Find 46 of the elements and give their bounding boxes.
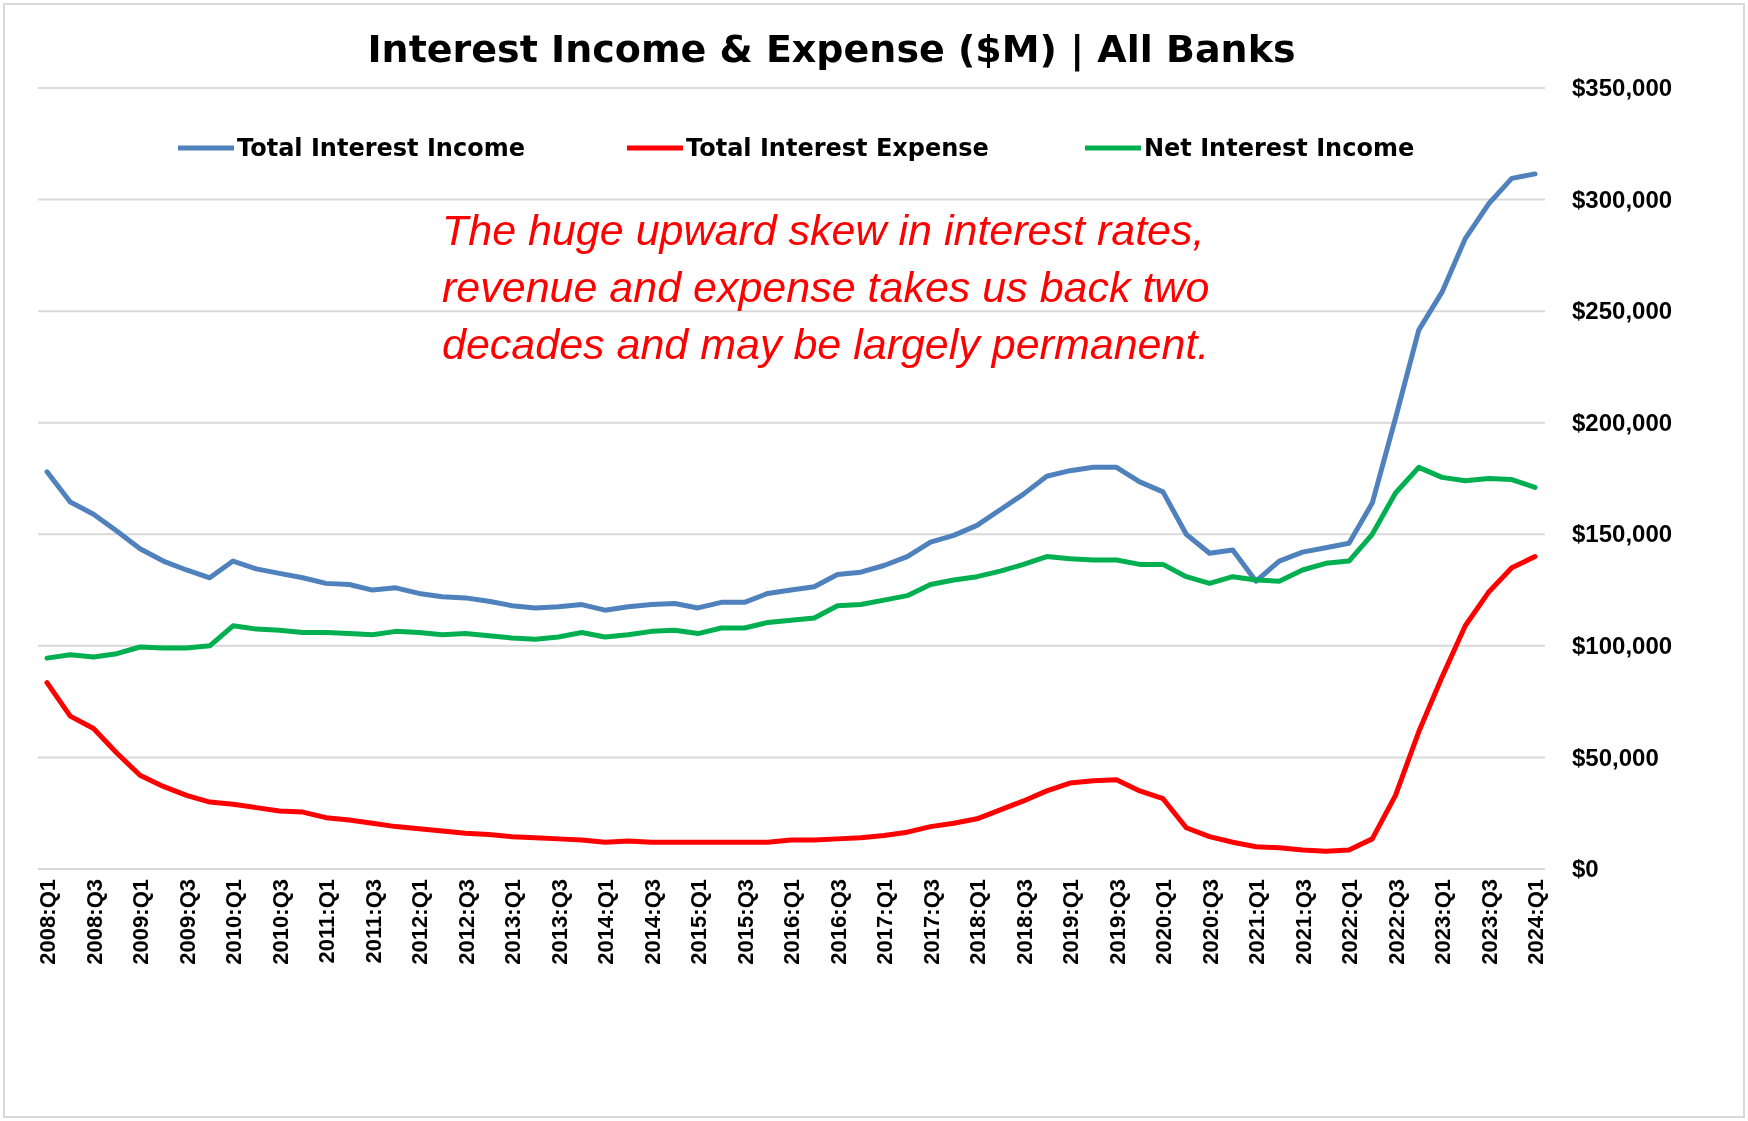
y-tick-label: $300,000: [1572, 185, 1673, 213]
x-tick-label: 2020:Q1: [1151, 879, 1177, 965]
x-tick-label: 2013:Q1: [500, 879, 526, 965]
x-tick-label: 2012:Q3: [453, 879, 479, 965]
x-tick-label: 2010:Q3: [267, 879, 293, 965]
x-tick-label: 2012:Q1: [407, 879, 433, 965]
x-tick-label: 2015:Q3: [732, 879, 758, 965]
y-tick-label: $50,000: [1572, 743, 1659, 771]
x-tick-label: 2020:Q3: [1197, 879, 1223, 965]
x-tick-label: 2021:Q3: [1290, 879, 1316, 965]
x-tick-label: 2008:Q1: [35, 879, 61, 965]
x-tick-label: 2022:Q3: [1383, 879, 1409, 965]
legend-label: Total Interest Income: [237, 134, 525, 162]
x-tick-label: 2010:Q1: [221, 879, 247, 965]
x-tick-label: 2023:Q1: [1430, 879, 1456, 965]
x-tick-label: 2009:Q1: [128, 879, 154, 965]
x-tick-label: 2021:Q1: [1244, 879, 1270, 965]
x-tick-label: 2018:Q1: [965, 879, 991, 965]
x-tick-label: 2019:Q1: [1058, 879, 1084, 965]
y-tick-label: $350,000: [1572, 74, 1673, 102]
x-tick-label: 2008:Q3: [81, 879, 107, 965]
y-tick-label: $150,000: [1572, 520, 1673, 548]
y-tick-label: $0: [1572, 855, 1599, 883]
x-tick-label: 2009:Q3: [174, 879, 200, 965]
x-tick-label: 2011:Q1: [314, 879, 340, 964]
x-tick-label: 2013:Q3: [546, 879, 572, 965]
x-tick-label: 2023:Q3: [1476, 879, 1502, 965]
y-tick-label: $100,000: [1572, 632, 1673, 660]
x-tick-label: 2016:Q1: [779, 879, 805, 965]
x-tick-label: 2011:Q3: [360, 879, 386, 964]
annotation: The huge upward skew in interest rates, revenue and expense takes us back two decades and may be largely permanent.: [442, 206, 1210, 368]
x-tick-label: 2015:Q1: [686, 879, 712, 965]
x-tick-label: 2014:Q1: [593, 879, 619, 965]
legend-label: Total Interest Expense: [686, 134, 989, 162]
y-tick-label: $200,000: [1572, 408, 1673, 436]
x-tick-label: 2019:Q3: [1104, 879, 1130, 965]
x-tick-label: 2017:Q3: [918, 879, 944, 965]
x-tick-label: 2016:Q3: [825, 879, 851, 965]
x-tick-label: 2024:Q1: [1523, 879, 1549, 965]
y-tick-label: $250,000: [1572, 297, 1673, 325]
x-tick-label: 2014:Q3: [639, 879, 665, 965]
legend-label: Net Interest Income: [1144, 134, 1415, 162]
x-tick-label: 2018:Q3: [1011, 879, 1037, 965]
x-tick-label: 2017:Q1: [872, 879, 898, 965]
x-tick-label: 2022:Q1: [1337, 879, 1363, 965]
chart-title: Interest Income & Expense ($M) | All Banks: [367, 27, 1296, 72]
